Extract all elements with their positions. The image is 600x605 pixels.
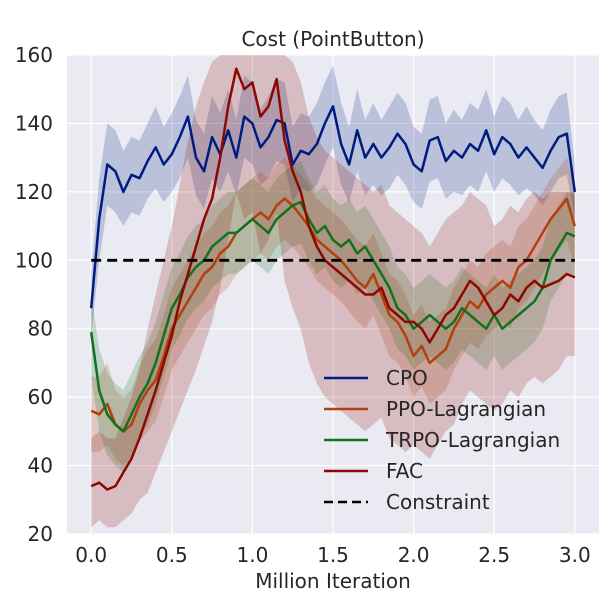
y-tick-label: 140 bbox=[15, 111, 53, 135]
y-tick-label: 100 bbox=[15, 248, 53, 272]
x-tick-label: 0.0 bbox=[75, 543, 107, 567]
fac-band bbox=[91, 55, 575, 528]
legend-label-ppo-lagrangian: PPO-Lagrangian bbox=[386, 397, 546, 421]
x-tick-label: 2.0 bbox=[398, 543, 430, 567]
legend-label-constraint: Constraint bbox=[386, 490, 490, 514]
y-tick-label: 40 bbox=[28, 454, 53, 478]
y-tick-label: 160 bbox=[15, 43, 53, 67]
y-tick-label: 120 bbox=[15, 180, 53, 204]
x-tick-label: 0.5 bbox=[156, 543, 188, 567]
x-tick-label: 1.0 bbox=[236, 543, 268, 567]
trpo-lagrangian-band bbox=[91, 161, 575, 473]
tick-labels: 0.0 0.5 1.0 1.5 2.0 2.5 3.0 20 40 60 80 100 120 140 16… bbox=[15, 43, 591, 567]
y-tick-label: 60 bbox=[28, 385, 53, 409]
x-tick-label: 1.5 bbox=[317, 543, 349, 567]
ppo-lagrangian-line bbox=[90, 197, 576, 433]
series-lines bbox=[89, 67, 577, 491]
legend-label-trpo-lagrangian: TRPO-Lagrangian bbox=[385, 428, 560, 452]
fac-line bbox=[90, 67, 576, 491]
y-tick-label: 80 bbox=[28, 317, 53, 341]
chart-title: Cost (PointButton) bbox=[241, 27, 424, 51]
x-tick-label: 2.5 bbox=[478, 543, 510, 567]
ppo-lagrangian-band bbox=[91, 157, 575, 466]
legend-label-fac: FAC bbox=[386, 459, 423, 483]
legend: CPO PPO-Lagrangian TRPO-Lagrangian FAC Const… bbox=[324, 366, 560, 514]
cpo-band bbox=[91, 65, 575, 336]
confidence-bands bbox=[91, 55, 575, 528]
y-tick-label: 20 bbox=[28, 522, 53, 546]
legend-label-cpo: CPO bbox=[386, 366, 428, 390]
x-axis-label: Million Iteration bbox=[255, 569, 411, 593]
x-tick-label: 3.0 bbox=[559, 543, 591, 567]
grid bbox=[67, 54, 599, 535]
cpo-line bbox=[89, 105, 577, 309]
